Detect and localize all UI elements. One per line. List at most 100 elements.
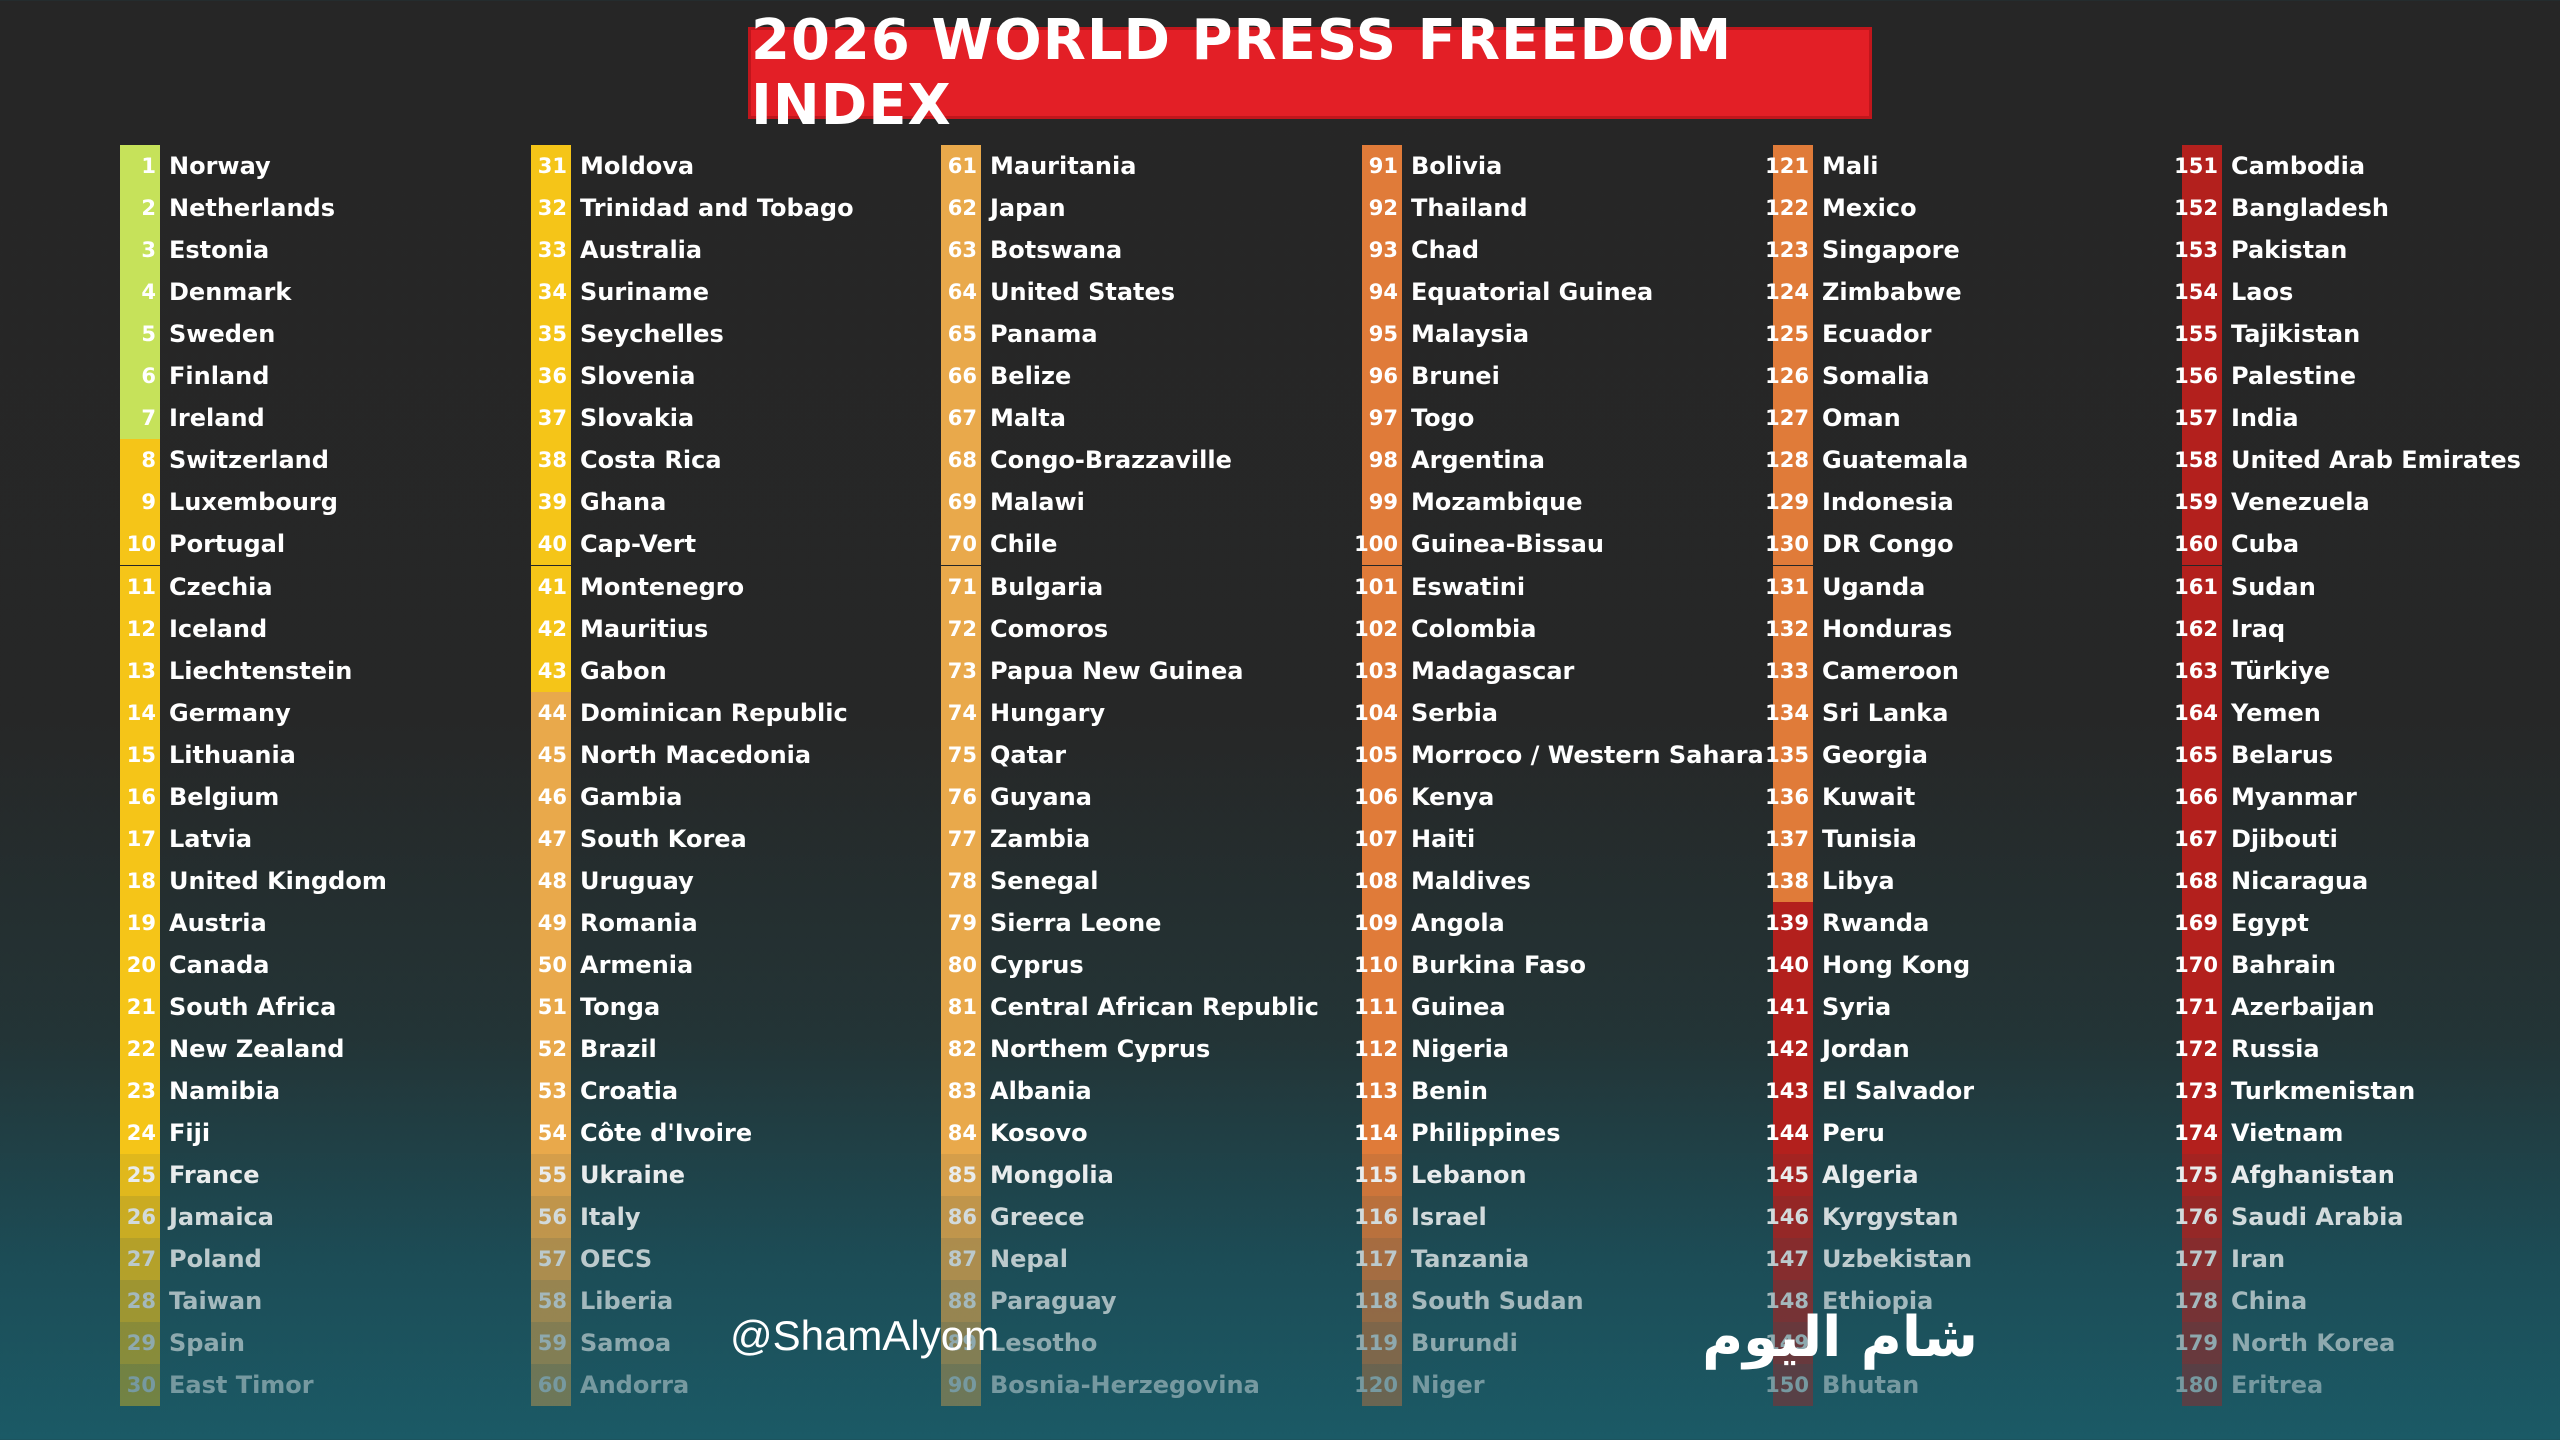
- country-name: Samoa: [580, 1329, 672, 1357]
- country-name: Moldova: [580, 152, 695, 180]
- country-name: Czechia: [169, 573, 273, 601]
- rank-badge: 20: [120, 944, 160, 986]
- rank-badge: 70: [941, 523, 981, 565]
- ranking-row: 87 Nepal: [941, 1238, 1341, 1280]
- ranking-row: 46 Gambia: [531, 776, 931, 818]
- ranking-row: 149: [1765, 1322, 2173, 1364]
- country-name: Eritrea: [2231, 1371, 2324, 1399]
- country-name: Liechtenstein: [169, 657, 353, 685]
- country-name: Lebanon: [1411, 1161, 1527, 1189]
- rank-badge: 110: [1354, 944, 1402, 986]
- ranking-row: 147 Uzbekistan: [1765, 1238, 2173, 1280]
- rank-badge: 18: [120, 860, 160, 902]
- country-name: United States: [990, 278, 1176, 306]
- country-name: Belize: [990, 362, 1072, 390]
- ranking-row: 131 Uganda: [1765, 566, 2173, 608]
- ranking-row: 4 Denmark: [120, 271, 520, 313]
- ranking-row: 64 United States: [941, 271, 1341, 313]
- ranking-row: 40 Cap-Vert: [531, 523, 931, 565]
- rank-badge: 100: [1354, 523, 1402, 565]
- ranking-row: 116 Israel: [1354, 1196, 1762, 1238]
- rank-badge: 140: [1765, 944, 1813, 986]
- country-name: Kenya: [1411, 783, 1495, 811]
- country-name: Hong Kong: [1822, 951, 1971, 979]
- ranking-row: 32 Trinidad and Tobago: [531, 187, 931, 229]
- rank-badge: 169: [2174, 902, 2222, 944]
- ranking-row: 26 Jamaica: [120, 1196, 520, 1238]
- rank-badge: 145: [1765, 1154, 1813, 1196]
- ranking-row: 83 Albania: [941, 1070, 1341, 1112]
- rank-badge: 114: [1354, 1112, 1402, 1154]
- rank-badge: 21: [120, 986, 160, 1028]
- country-name: Mozambique: [1411, 488, 1583, 516]
- country-name: Azerbaijan: [2231, 993, 2375, 1021]
- rank-badge: 134: [1765, 692, 1813, 734]
- rank-badge: 155: [2174, 313, 2222, 355]
- ranking-row: 23 Namibia: [120, 1070, 520, 1112]
- country-name: Suriname: [580, 278, 709, 306]
- country-name: Trinidad and Tobago: [580, 194, 854, 222]
- rank-badge: 142: [1765, 1028, 1813, 1070]
- ranking-row: 140 Hong Kong: [1765, 944, 2173, 986]
- rank-badge: 11: [120, 566, 160, 608]
- ranking-row: 13 Liechtenstein: [120, 650, 520, 692]
- rank-badge: 88: [941, 1280, 981, 1322]
- rank-badge: 51: [531, 986, 571, 1028]
- ranking-row: 152 Bangladesh: [2174, 187, 2560, 229]
- country-name: Senegal: [990, 867, 1099, 895]
- country-name: Latvia: [169, 825, 253, 853]
- rank-badge: 32: [531, 187, 571, 229]
- ranking-row: 61 Mauritania: [941, 145, 1341, 187]
- rank-badge: 63: [941, 229, 981, 271]
- country-name: Mauritania: [990, 152, 1137, 180]
- ranking-row: 72 Comoros: [941, 608, 1341, 650]
- ranking-row: 12 Iceland: [120, 608, 520, 650]
- rank-badge: 41: [531, 566, 571, 608]
- country-name: Turkmenistan: [2231, 1077, 2416, 1105]
- country-name: Northem Cyprus: [990, 1035, 1211, 1063]
- rank-badge: 60: [531, 1364, 571, 1406]
- country-name: Mali: [1822, 152, 1879, 180]
- ranking-row: 166 Myanmar: [2174, 776, 2560, 818]
- country-name: Malaysia: [1411, 320, 1530, 348]
- ranking-row: 34 Suriname: [531, 271, 931, 313]
- ranking-row: 17 Latvia: [120, 818, 520, 860]
- country-name: East Timor: [169, 1371, 314, 1399]
- rank-badge: 118: [1354, 1280, 1402, 1322]
- country-name: Indonesia: [1822, 488, 1954, 516]
- ranking-row: 43 Gabon: [531, 650, 931, 692]
- rank-badge: 79: [941, 902, 981, 944]
- ranking-row: 53 Croatia: [531, 1070, 931, 1112]
- ranking-row: 142 Jordan: [1765, 1028, 2173, 1070]
- country-name: Burkina Faso: [1411, 951, 1586, 979]
- ranking-row: 160 Cuba: [2174, 523, 2560, 565]
- ranking-row: 14 Germany: [120, 692, 520, 734]
- ranking-row: 100 Guinea-Bissau: [1354, 523, 1762, 565]
- country-name: Nigeria: [1411, 1035, 1510, 1063]
- rank-badge: 127: [1765, 397, 1813, 439]
- rank-badge: 66: [941, 355, 981, 397]
- rank-badge: 56: [531, 1196, 571, 1238]
- country-name: France: [169, 1161, 260, 1189]
- ranking-row: 71 Bulgaria: [941, 566, 1341, 608]
- ranking-row: 97 Togo: [1362, 397, 1762, 439]
- rank-badge: 146: [1765, 1196, 1813, 1238]
- country-name: Iceland: [169, 615, 268, 643]
- country-name: Nicaragua: [2231, 867, 2369, 895]
- country-name: Morroco / Western Sahara: [1411, 741, 1764, 769]
- ranking-row: 124 Zimbabwe: [1765, 271, 2173, 313]
- rank-badge: 46: [531, 776, 571, 818]
- country-name: Djibouti: [2231, 825, 2338, 853]
- rank-badge: 125: [1765, 313, 1813, 355]
- rank-badge: 14: [120, 692, 160, 734]
- rank-badge: 136: [1765, 776, 1813, 818]
- rank-badge: 144: [1765, 1112, 1813, 1154]
- rank-badge: 45: [531, 734, 571, 776]
- country-name: Türkiye: [2231, 657, 2331, 685]
- country-name: Jordan: [1822, 1035, 1910, 1063]
- rank-badge: 116: [1354, 1196, 1402, 1238]
- ranking-row: 75 Qatar: [941, 734, 1341, 776]
- country-name: Saudi Arabia: [2231, 1203, 2404, 1231]
- ranking-row: 42 Mauritius: [531, 608, 931, 650]
- ranking-row: 79 Sierra Leone: [941, 902, 1341, 944]
